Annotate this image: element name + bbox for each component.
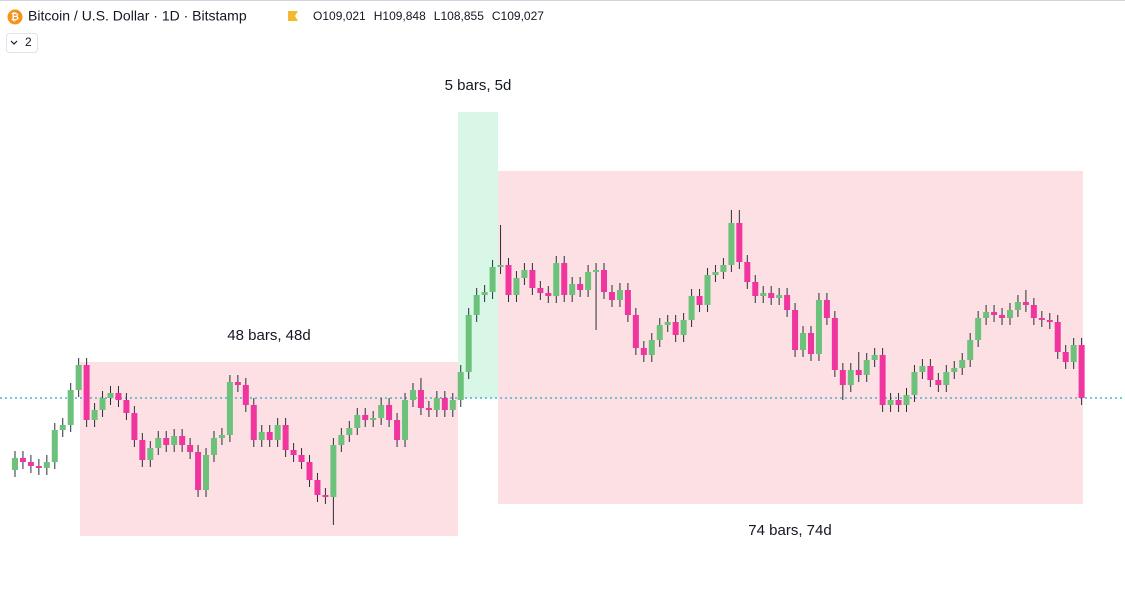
ohlc-value: 109,027 (501, 9, 545, 23)
ohlc-label: C (492, 9, 501, 23)
indicator-toggle[interactable] (6, 33, 38, 53)
flag-icon[interactable] (288, 11, 298, 21)
range-label: 74 bars, 74d (748, 522, 831, 539)
ohlc-text: O109,021 H109,848 L108,855 C109,027 (313, 9, 544, 23)
symbol-icon (7, 9, 23, 25)
up-bodies (15, 223, 1074, 497)
ohlc-label: H (374, 9, 383, 23)
down-bodies (23, 223, 1082, 497)
range-box[interactable] (80, 362, 458, 536)
range-box[interactable] (498, 171, 1083, 504)
range-label: 5 bars, 5d (445, 77, 512, 94)
ohlc-value: 109,848 (382, 9, 426, 23)
ohlc-label: L (434, 9, 441, 23)
symbol-icon-glyph: ₿ (11, 11, 19, 23)
candles (15, 210, 1082, 525)
ohlc-values: O109,021 H109,848 L108,855 C109,027 (313, 9, 544, 23)
ohlc-label: O (313, 9, 322, 23)
range-label: 48 bars, 48d (227, 327, 310, 344)
ohlc-value: 109,021 (322, 9, 366, 23)
indicator-count[interactable]: 2 (25, 35, 32, 49)
chevron (10, 40, 18, 45)
ohlc-value: 108,855 (440, 9, 484, 23)
range-box[interactable] (458, 112, 498, 398)
symbol-title[interactable]: Bitcoin / U.S. Dollar · 1D · Bitstamp (28, 8, 247, 24)
